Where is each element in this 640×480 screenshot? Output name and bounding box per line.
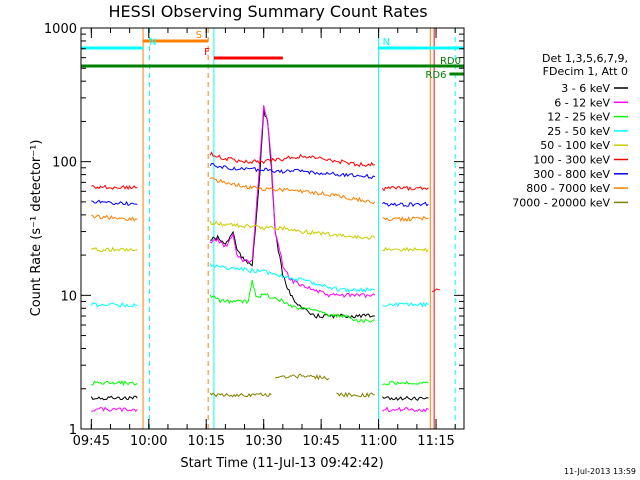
legend-label-3-6-kev: 3 - 6 keV	[561, 82, 610, 95]
y-tick-label-1000: 1000	[44, 22, 77, 37]
series-line-50-100-kev-0	[90, 246, 138, 252]
series-line-6-12-kev-0	[91, 406, 138, 413]
flag-label-rd6-5: RD6	[425, 70, 446, 81]
series-line-800-7000-kev-0	[91, 214, 138, 222]
series-line-300-800-kev-0	[91, 199, 138, 206]
y-tick-label-100: 100	[52, 156, 77, 171]
plot-frame	[80, 27, 465, 430]
legend-label-300-800-kev: 300 - 800 keV	[533, 168, 610, 181]
series-line-7000-20000-kev-1	[274, 373, 330, 381]
series-line-7000-20000-kev-2	[336, 391, 375, 398]
x-tick-label-11-00: 11:00	[360, 434, 397, 449]
legend-label-800-7000-kev: 800 - 7000 keV	[526, 182, 610, 195]
legend-header-line-1: FDecim 1, Att 0	[543, 65, 628, 78]
flag-label-f-3: F	[204, 47, 210, 58]
y-tick-label-1: 1	[69, 423, 77, 438]
flag-label-s-0: S	[196, 30, 202, 41]
x-tick-label-11-15: 11:15	[417, 434, 454, 449]
series-line-12-25-kev-2	[382, 380, 429, 386]
series-line-300-800-kev-2	[382, 201, 429, 207]
series-line-25-50-kev-2	[382, 301, 429, 308]
series-lines	[90, 105, 440, 413]
x-axis: 09:45 10:00 10:15 10:30 10:45 11:00 11:15	[73, 28, 456, 449]
x-tick-label-10-15: 10:15	[188, 434, 225, 449]
series-line-6-12-kev-1	[209, 105, 376, 299]
legend-label-12-25-kev: 12 - 25 keV	[547, 111, 610, 124]
x-tick-label-10-30: 10:30	[245, 434, 282, 449]
series-line-25-50-kev-1	[209, 263, 375, 293]
series-line-100-300-kev-0	[91, 184, 138, 191]
series-line-12-25-kev-1	[209, 280, 375, 324]
series-line-50-100-kev-1	[209, 220, 376, 240]
series-line-25-50-kev-0	[90, 302, 138, 308]
series-line-3-6-kev-1	[210, 109, 375, 320]
legend-header-line-0: Det 1,3,5,6,7,9,	[542, 52, 628, 65]
series-line-100-300-kev-3	[431, 288, 440, 293]
series-line-50-100-kev-2	[382, 246, 429, 253]
timestamp-stamp: 11-Jul-2013 13:59	[564, 467, 636, 476]
flag-label-n-2: N	[383, 37, 390, 48]
series-line-12-25-kev-0	[91, 380, 138, 387]
legend-label-25-50-kev: 25 - 50 keV	[547, 125, 610, 138]
y-tick-label-10: 10	[60, 289, 77, 304]
series-line-7000-20000-kev-0	[209, 392, 272, 398]
series-line-300-800-kev-1	[209, 162, 376, 180]
vertical-markers	[142, 28, 456, 429]
series-line-6-12-kev-2	[382, 406, 429, 413]
legend-label-6-12-kev: 6 - 12 keV	[554, 96, 610, 109]
y-axis: 1 10 100 1000	[44, 22, 464, 438]
series-line-100-300-kev-2	[382, 185, 429, 192]
series-line-100-300-kev-1	[209, 151, 376, 168]
flag-bars: S N N F RD0 RD6	[81, 30, 464, 81]
y-axis-label: Count Rate (s⁻¹ detector⁻¹)	[29, 140, 44, 317]
x-tick-label-10-00: 10:00	[130, 434, 167, 449]
x-tick-label-10-45: 10:45	[302, 434, 339, 449]
x-tick-label-09-45: 09:45	[73, 434, 110, 449]
legend-label-100-300-kev: 100 - 300 keV	[533, 154, 610, 167]
series-line-3-6-kev-2	[382, 395, 429, 401]
flag-label-n-1: N	[149, 37, 156, 48]
series-line-3-6-kev-0	[90, 395, 138, 401]
series-line-800-7000-kev-1	[209, 177, 376, 205]
chart-title: HESSI Observing Summary Count Rates	[108, 2, 427, 21]
flag-label-rd0-4: RD0	[440, 56, 461, 67]
legend-label-50-100-kev: 50 - 100 keV	[540, 139, 610, 152]
series-line-800-7000-kev-2	[382, 215, 429, 223]
x-axis-label: Start Time (11-Jul-13 09:42:42)	[180, 456, 383, 471]
legend-label-7000-20000-kev: 7000 - 20000 keV	[512, 196, 610, 209]
legend: Det 1,3,5,6,7,9,FDecim 1, Att 0 3 - 6 keV…	[512, 52, 628, 209]
